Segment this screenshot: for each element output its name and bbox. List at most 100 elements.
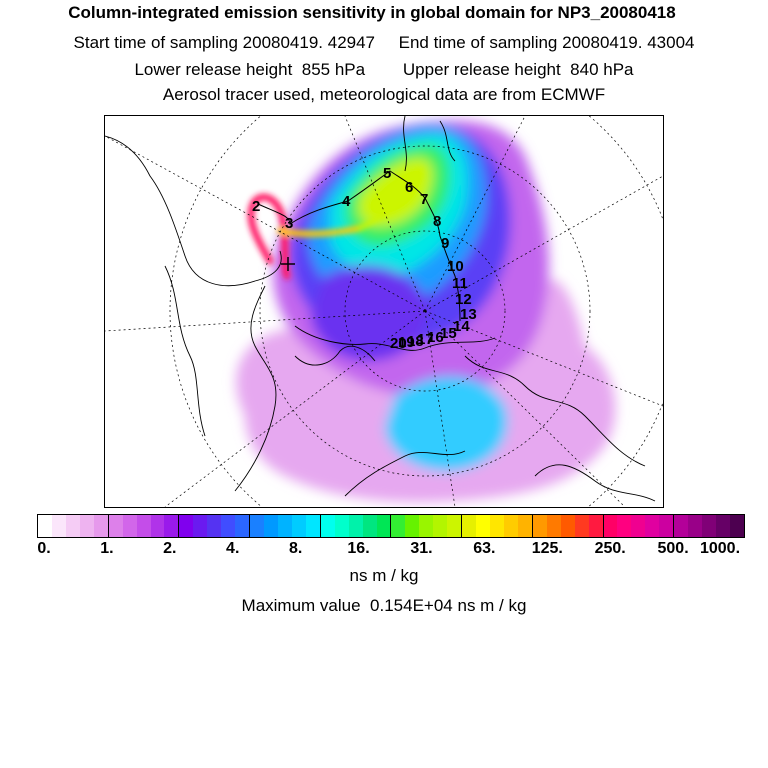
sampling-times: Start time of sampling 20080419. 42947 E… [0, 33, 768, 53]
release-point [281, 257, 295, 271]
colorbar-cell [462, 515, 477, 537]
colorbar-cell [79, 515, 94, 537]
trajectory-label: 5 [383, 165, 391, 182]
trajectory-path [257, 170, 461, 322]
end-label: End time of sampling [398, 33, 558, 52]
colorbar-cell [235, 515, 251, 537]
trajectory-label: 7 [420, 191, 428, 208]
colorbar-tick-label: 1. [100, 540, 114, 557]
emission-field [236, 120, 616, 503]
colorbar-tick-label: 125. [531, 540, 563, 557]
colorbar-cell [51, 515, 66, 537]
colorbar-cell [631, 515, 646, 537]
colorbar-cell [391, 515, 406, 537]
colorbar-cell [65, 515, 80, 537]
colorbar-cell [305, 515, 321, 537]
sensitivity-map: 2 3 4 5 6 7 8 9 10 11 12 13 14 15 16 17 18 19 20 [104, 115, 664, 508]
colorbar-cell [334, 515, 349, 537]
colorbar-cell [136, 515, 151, 537]
colorbar-cell [659, 515, 675, 537]
colorbar-cell [264, 515, 278, 537]
colorbar-cell [179, 515, 194, 537]
colorbar-cell [122, 515, 137, 537]
colorbar-cell [588, 515, 604, 537]
colorbar-cell [702, 515, 716, 537]
colorbar-cell [291, 515, 306, 537]
colorbar-cell [476, 515, 490, 537]
colorbar-tick-label: 8. [288, 540, 303, 557]
trajectory-label: 4 [342, 193, 351, 210]
colorbar-cell [221, 515, 236, 537]
trajectory-label: 15 [440, 325, 457, 342]
colorbar-tick-label: 1000. [699, 540, 741, 557]
colorbar-cell [447, 515, 463, 537]
trajectory-label: 10 [447, 258, 464, 275]
colorbar-tick-label: 2. [163, 540, 177, 557]
plot-title: Column-integrated emission sensitivity i… [68, 3, 676, 22]
colorbar-cell [490, 515, 504, 537]
colorbar-cell [517, 515, 533, 537]
colorbar-cell [716, 515, 730, 537]
colorbar-cell [688, 515, 703, 537]
colorbar-cell [419, 515, 434, 537]
trajectory-label: 12 [455, 291, 472, 308]
trajectory-label: 18 [407, 333, 424, 350]
trajectory-label: 20 [390, 335, 407, 352]
trajectory-label: 9 [441, 235, 449, 252]
lower-label: Lower release height [134, 60, 293, 79]
colorbar-cell [207, 515, 222, 537]
colorbar-cell [546, 515, 561, 537]
trajectory-plume [247, 168, 423, 280]
colorbar-cell [503, 515, 518, 537]
colorbar-cell [193, 515, 208, 537]
start-value: 20080419. 42947 [242, 33, 376, 52]
colorbar-cell [532, 515, 547, 537]
maximum-value: Maximum value 0.154E+04 ns m / kg [0, 596, 768, 616]
colorbar-tick-label: 31. [410, 540, 433, 557]
max-number: 0.154E+04 [370, 596, 453, 615]
max-units: ns m / kg [457, 596, 527, 615]
trajectory-label: 11 [452, 275, 468, 292]
colorbar-cell [164, 515, 180, 537]
colorbar-cell [38, 515, 52, 537]
colorbar-tick-label: 250. [594, 540, 626, 557]
colorbar-cell [150, 515, 165, 537]
colorbar-cell [729, 515, 744, 537]
colorbar-cell [560, 515, 575, 537]
trajectory-label: 3 [285, 215, 293, 232]
trajectory-label: 14 [453, 318, 470, 335]
trajectory-label: 13 [460, 306, 477, 323]
graticule [105, 116, 663, 507]
colorbar-tick-label: 63. [473, 540, 496, 557]
colorbar-units: ns m / kg [349, 566, 419, 585]
lower-value: 855 hPa [301, 60, 366, 79]
coastlines [105, 116, 656, 502]
trajectory-label: 17 [417, 331, 434, 348]
colorbar-cell [603, 515, 618, 537]
trajectory-label: 16 [427, 329, 444, 346]
upper-value: 840 hPa [570, 60, 634, 79]
colorbar-cell [362, 515, 377, 537]
colorbar-cell [108, 515, 123, 537]
end-value: 20080419. 43004 [562, 33, 695, 52]
colorbar-cell [433, 515, 448, 537]
trajectory-label: 2 [252, 198, 260, 215]
colorbar-tick-label: 0. [37, 540, 51, 557]
colorbar-cell [674, 515, 689, 537]
colorbar-cell [405, 515, 420, 537]
colorbar-cell [574, 515, 589, 537]
max-label: Maximum value [241, 596, 361, 615]
colorbar-tick-label: 500. [657, 540, 689, 557]
colorbar-cell [645, 515, 660, 537]
colorbar-cell [93, 515, 109, 537]
tracer-note: Aerosol tracer used, meteorological data… [162, 85, 606, 104]
start-label: Start time of sampling [73, 33, 238, 52]
trajectory-label: 6 [405, 179, 413, 196]
colorbar-cell [348, 515, 363, 537]
colorbar-cell [277, 515, 292, 537]
colorbar-cell [250, 515, 264, 537]
upper-label: Upper release height [402, 60, 561, 79]
colorbar-tick-label: 16. [347, 540, 370, 557]
release-heights: Lower release height 855 hPa Upper relea… [0, 60, 768, 80]
